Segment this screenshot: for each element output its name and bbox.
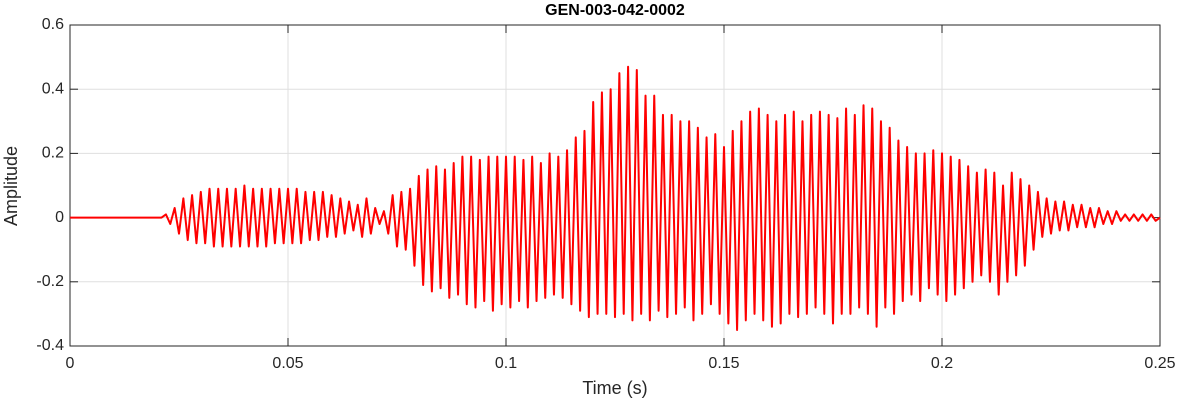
plot-frame xyxy=(69,24,1161,347)
x-tick-label: 0.2 xyxy=(931,355,953,372)
y-axis-label: Amplitude xyxy=(1,146,21,226)
y-tick-label: 0.2 xyxy=(42,145,64,162)
x-tick-label: 0.05 xyxy=(272,355,303,372)
y-tick-label: 0.6 xyxy=(42,16,64,33)
waveform-line xyxy=(70,65,1161,331)
x-tick-label: 0.1 xyxy=(495,355,517,372)
y-tick-label: -0.2 xyxy=(36,273,64,290)
y-tick-label: 0.4 xyxy=(42,80,64,97)
x-tick-label: 0.15 xyxy=(708,355,739,372)
x-tick-label: 0 xyxy=(66,355,75,372)
chart-title: GEN-003-042-0002 xyxy=(545,2,685,19)
x-axis-label: Time (s) xyxy=(582,378,647,398)
y-tick-label: 0 xyxy=(55,209,64,226)
x-tick-label: 0.25 xyxy=(1144,355,1175,372)
y-tick-label: -0.4 xyxy=(36,337,64,354)
